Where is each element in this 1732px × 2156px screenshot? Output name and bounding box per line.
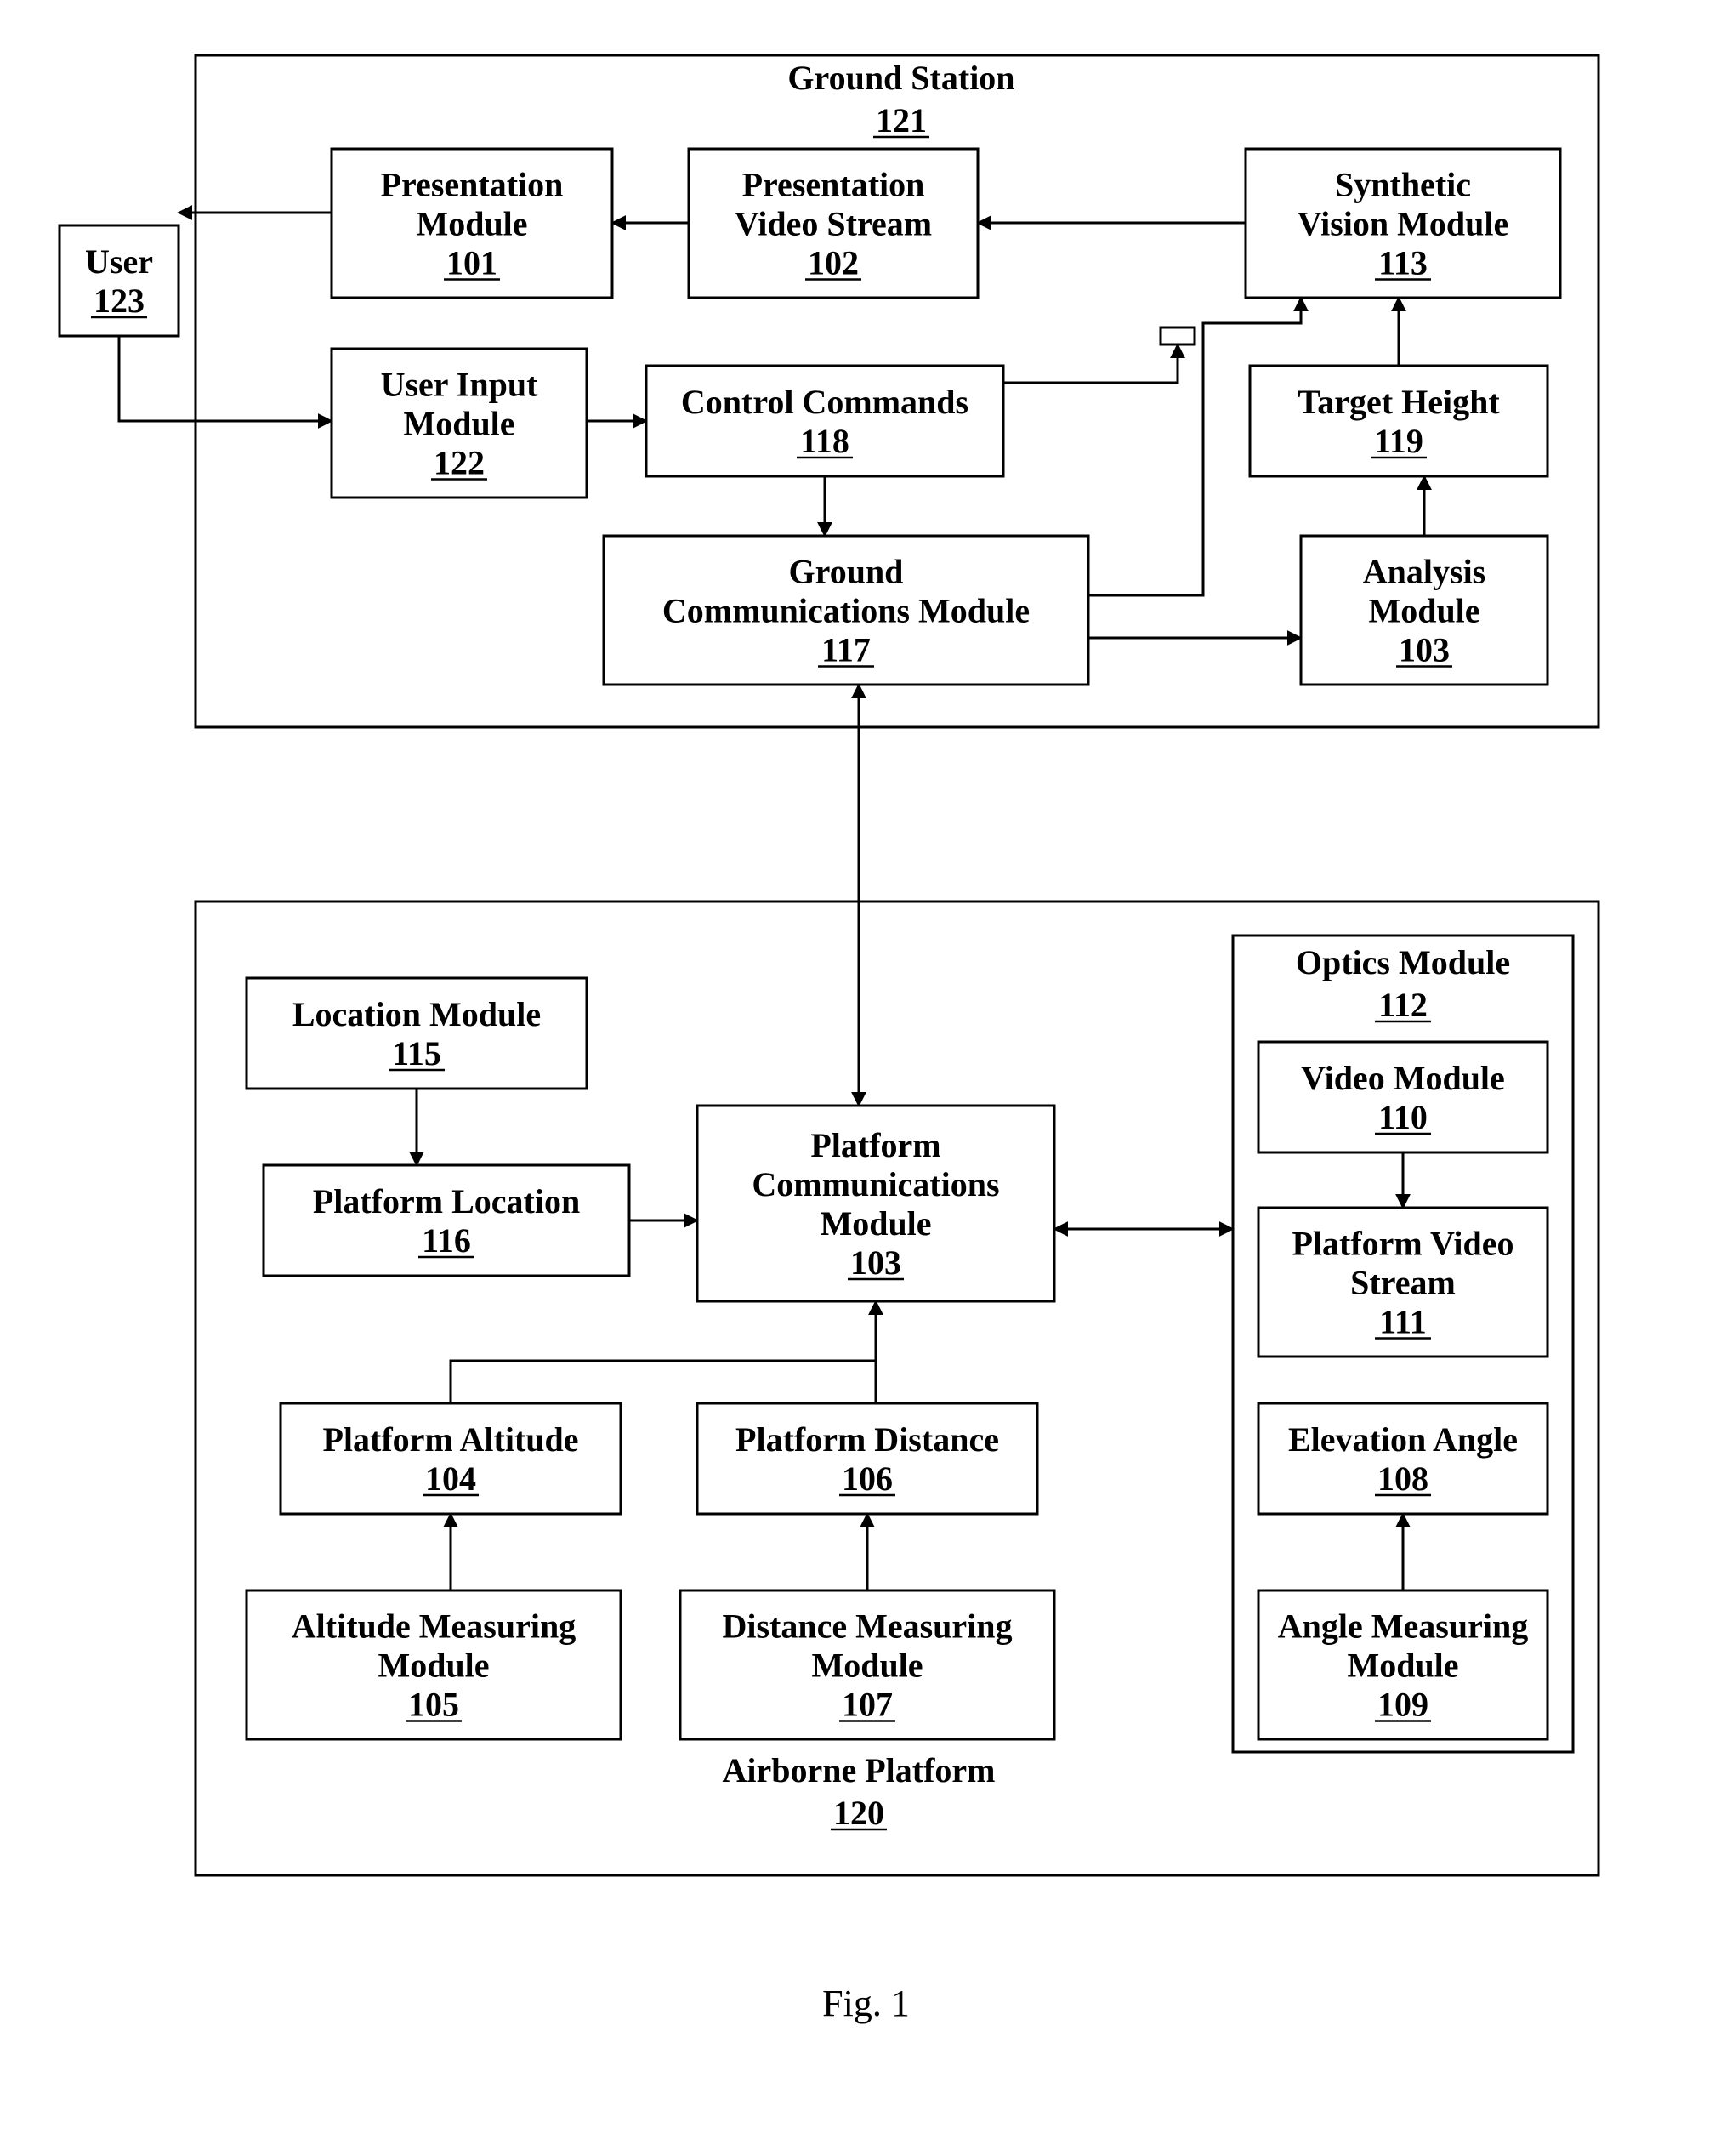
ground-station-title: Ground Station: [787, 59, 1014, 97]
edge-plat-alt-to-plat-comms-branch: [451, 1361, 876, 1403]
plat-dist-number: 106: [842, 1459, 893, 1498]
pres-module-label-1: Module: [416, 205, 527, 243]
optics-module-number: 112: [1378, 986, 1428, 1024]
plat-video-label-1: Stream: [1350, 1264, 1456, 1302]
dist-meas-label-0: Distance Measuring: [722, 1607, 1012, 1646]
edge-ctrl-cmds-to-synth-vision-notch: [1003, 344, 1178, 383]
pres-video-label-0: Presentation: [742, 166, 925, 204]
connector-notch: [1161, 327, 1195, 344]
ctrl-cmds-number: 118: [800, 422, 849, 460]
plat-video-number: 111: [1379, 1303, 1427, 1341]
synth-vision-number: 113: [1378, 244, 1428, 282]
target-height-number: 119: [1374, 422, 1423, 460]
plat-video-label-0: Platform Video: [1292, 1225, 1513, 1263]
analysis-number: 103: [1399, 631, 1450, 669]
user-input-label-1: Module: [403, 405, 514, 443]
pres-module-label-0: Presentation: [381, 166, 564, 204]
pres-video-label-1: Video Stream: [735, 205, 932, 243]
angle-meas-label-1: Module: [1347, 1647, 1458, 1685]
ground-comms-label-1: Communications Module: [662, 592, 1030, 630]
dist-meas-number: 107: [842, 1686, 893, 1724]
airborne-platform-title: Airborne Platform: [722, 1751, 995, 1789]
pres-module-number: 101: [446, 244, 497, 282]
ground-comms-label-0: Ground: [789, 553, 904, 591]
angle-meas-label-0: Angle Measuring: [1278, 1607, 1528, 1646]
pres-video-number: 102: [808, 244, 859, 282]
figure-caption: Fig. 1: [822, 1982, 910, 2024]
alt-meas-label-0: Altitude Measuring: [292, 1607, 576, 1646]
plat-alt-number: 104: [425, 1459, 476, 1498]
synth-vision-label-0: Synthetic: [1335, 166, 1471, 204]
plat-comms-number: 103: [850, 1243, 901, 1282]
ground-comms-number: 117: [821, 631, 871, 669]
user-number: 123: [94, 282, 145, 320]
user-label-0: User: [85, 242, 153, 281]
plat-loc-label-0: Platform Location: [313, 1182, 580, 1220]
target-height-label-0: Target Height: [1298, 383, 1500, 421]
ground-station-number: 121: [876, 101, 927, 139]
plat-alt-label-0: Platform Altitude: [322, 1420, 578, 1459]
angle-meas-number: 109: [1377, 1686, 1428, 1724]
plat-dist-label-0: Platform Distance: [735, 1420, 999, 1459]
plat-loc-number: 116: [422, 1221, 471, 1260]
video-module-number: 110: [1378, 1098, 1428, 1136]
plat-comms-label-1: Communications: [752, 1165, 999, 1203]
elev-angle-number: 108: [1377, 1459, 1428, 1498]
video-module-label-0: Video Module: [1301, 1059, 1505, 1097]
analysis-label-0: Analysis: [1363, 553, 1486, 591]
alt-meas-label-1: Module: [378, 1647, 489, 1685]
edge-user-to-user-input: [119, 336, 332, 421]
dist-meas-label-1: Module: [811, 1647, 923, 1685]
ctrl-cmds-label-0: Control Commands: [681, 383, 968, 421]
user-input-number: 122: [434, 444, 485, 482]
analysis-label-1: Module: [1368, 592, 1479, 630]
airborne-platform-number: 120: [833, 1794, 884, 1832]
alt-meas-number: 105: [408, 1686, 459, 1724]
plat-comms-label-2: Module: [820, 1204, 931, 1243]
user-input-label-0: User Input: [381, 366, 539, 404]
plat-comms-label-0: Platform: [810, 1126, 940, 1164]
optics-module-title: Optics Module: [1296, 943, 1510, 981]
loc-module-number: 115: [392, 1034, 441, 1072]
elev-angle-label-0: Elevation Angle: [1288, 1420, 1518, 1459]
synth-vision-label-1: Vision Module: [1298, 205, 1509, 243]
loc-module-label-0: Location Module: [292, 995, 541, 1033]
